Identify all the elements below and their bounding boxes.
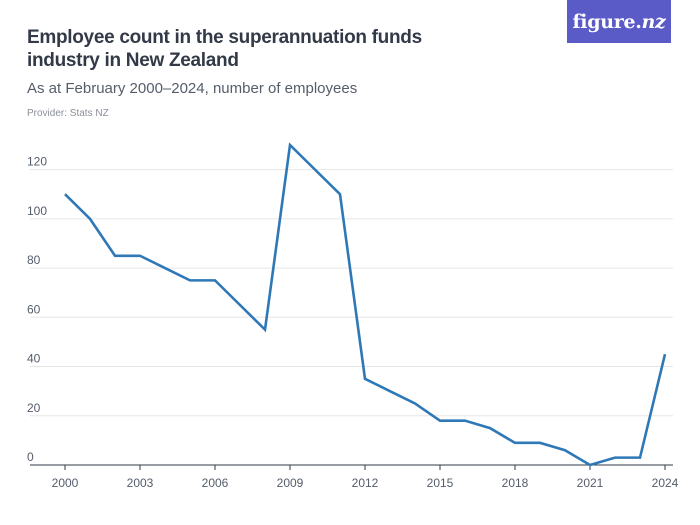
chart-title: Employee count in the superannuation fun… [27, 27, 422, 71]
x-tick-label: 2003 [127, 476, 154, 490]
logo-text-nz: nz [641, 10, 666, 33]
y-tick-label: 60 [27, 302, 41, 316]
y-tick-label: 100 [27, 204, 47, 218]
gridlines [30, 169, 673, 417]
series-line [64, 142, 667, 467]
x-tick-label: 2009 [277, 476, 304, 490]
x-tick-label: 2024 [652, 476, 679, 490]
logo-text: figure. [572, 10, 642, 33]
y-tick-label: 20 [27, 401, 41, 415]
y-tick-label: 80 [27, 253, 41, 267]
x-tick-label: 2015 [427, 476, 454, 490]
series-lines [64, 142, 667, 467]
x-axis [30, 464, 673, 470]
chart-subtitle: As at February 2000–2024, number of empl… [27, 80, 358, 97]
y-tick-label: 0 [27, 450, 34, 464]
provider-credit: Provider: Stats NZ [27, 108, 109, 119]
x-tick-label: 2018 [502, 476, 529, 490]
x-tick-label: 2006 [202, 476, 229, 490]
x-tick-label: 2012 [352, 476, 379, 490]
x-axis-labels: 2000 2003 2006 2009 2012 2015 2018 2021 2024 [52, 476, 679, 490]
y-axis-labels: 0 20 40 60 80 100 120 [27, 155, 47, 464]
y-tick-label: 120 [27, 155, 47, 169]
y-tick-label: 40 [27, 352, 41, 366]
x-tick-label: 2021 [577, 476, 604, 490]
x-tick-label: 2000 [52, 476, 79, 490]
figure-nz-logo[interactable]: figure. nz [567, 0, 671, 43]
